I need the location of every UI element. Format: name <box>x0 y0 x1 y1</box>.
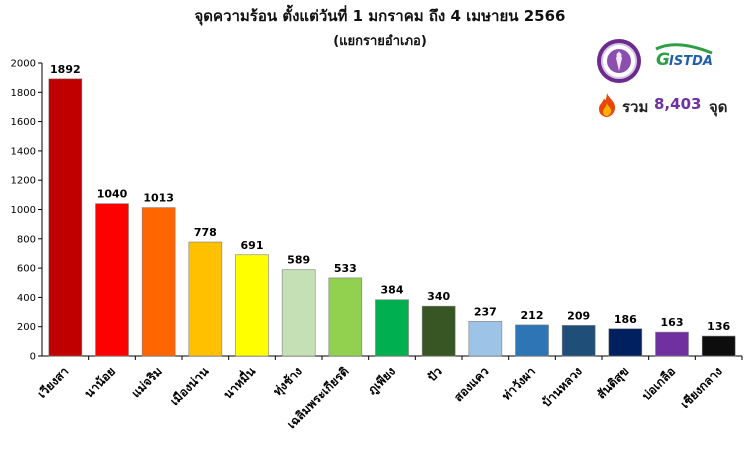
bar <box>655 331 689 357</box>
svg-text:G: G <box>656 50 670 70</box>
chart-title: จุดความร้อน ตั้งแต่วันที่ 1 มกราคม ถึง 4… <box>194 7 566 25</box>
y-tick-label: 1600 <box>11 117 36 128</box>
y-tick-label: 400 <box>17 293 36 304</box>
bar <box>608 328 643 357</box>
bar-value-label: 237 <box>474 305 497 318</box>
x-tick-label: ปัว <box>425 364 445 384</box>
x-tick-label: สองแคว <box>451 364 491 404</box>
bar <box>421 305 456 357</box>
bar <box>235 254 269 357</box>
bar-value-label: 1040 <box>97 188 128 201</box>
bar <box>95 203 129 357</box>
bar-value-label: 589 <box>287 254 310 267</box>
bar-value-label: 778 <box>194 226 217 239</box>
x-tick-label: บ่อเกลือ <box>639 364 678 403</box>
bar <box>701 335 736 357</box>
bar-value-label: 209 <box>567 309 590 322</box>
bar <box>375 299 409 357</box>
x-tick-label: แม่จริม <box>129 364 165 400</box>
total-hotspots: รวม 8,403 จุด <box>596 92 746 118</box>
y-tick-label: 600 <box>17 264 36 275</box>
x-tick-label: นาหมื่น <box>219 362 258 401</box>
fire-icon <box>599 93 616 117</box>
seal-logo-icon <box>597 39 641 83</box>
bar-value-label: 163 <box>661 316 684 329</box>
y-tick-label: 800 <box>17 234 36 245</box>
total-unit: จุด <box>709 98 728 116</box>
bar-value-label: 1013 <box>143 192 174 205</box>
bar-value-label: 136 <box>707 320 730 333</box>
bar <box>328 277 363 357</box>
total-label: รวม <box>622 98 649 116</box>
y-tick-label: 1400 <box>11 146 36 157</box>
x-tick-label: สันติสุข <box>594 364 632 402</box>
x-tick-label: เมืองน่าน <box>167 364 212 409</box>
x-tick-label: นาน้อย <box>82 364 118 400</box>
bar-value-label: 533 <box>334 262 357 275</box>
y-tick-label: 1200 <box>11 176 36 187</box>
x-tick-label: ทุ่งช้าง <box>270 364 305 399</box>
y-tick-label: 1000 <box>11 205 36 216</box>
svg-text:ISTDA: ISTDA <box>669 54 713 69</box>
bar-value-label: 1892 <box>50 63 81 76</box>
bar-value-label: 186 <box>614 313 637 326</box>
bar <box>141 207 176 357</box>
gistda-logo-icon: G ISTDA <box>655 43 713 70</box>
bar <box>515 324 549 357</box>
bar-value-label: 212 <box>521 309 544 322</box>
bar <box>48 78 83 357</box>
y-tick-label: 2000 <box>11 59 36 70</box>
bar <box>468 320 503 357</box>
y-tick-label: 1800 <box>11 88 36 99</box>
bar-value-label: 384 <box>381 284 404 297</box>
x-tick-label: บ้านหลวง <box>539 364 585 410</box>
bar <box>188 241 223 357</box>
bar <box>561 325 596 357</box>
y-tick-label: 0 <box>30 352 36 363</box>
bar-value-label: 691 <box>241 239 264 252</box>
total-value: 8,403 <box>654 95 702 113</box>
x-tick-label: ภูเพียง <box>365 364 399 398</box>
y-tick-label: 200 <box>17 322 36 333</box>
x-tick-label: เชียงกลาง <box>678 364 725 411</box>
chart-subtitle: (แยกรายอำเภอ) <box>333 34 427 49</box>
bar <box>281 269 316 357</box>
x-tick-label: เวียงสา <box>35 364 72 401</box>
x-tick-label: ท่าวังผา <box>499 364 538 403</box>
bar-value-label: 340 <box>427 290 450 303</box>
